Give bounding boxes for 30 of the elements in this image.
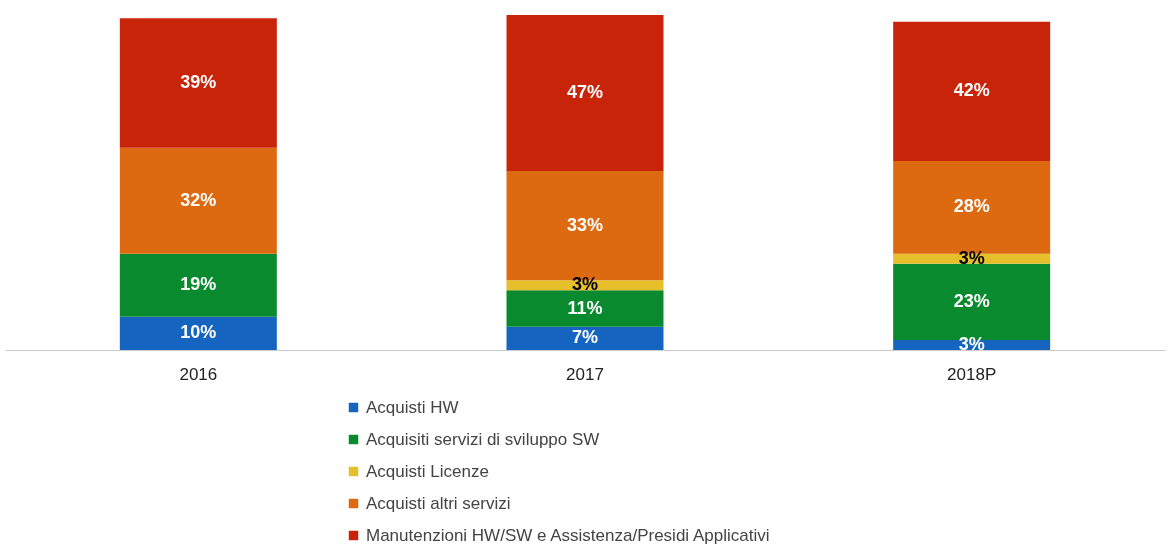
data-label: 23% <box>953 290 990 311</box>
data-label: 11% <box>567 297 603 318</box>
bar <box>119 316 277 350</box>
legend-label: Manutenzioni HW/SW e Assistenza/Presidi Applicativi <box>366 525 770 545</box>
x-tick-label: 2016 <box>179 364 218 384</box>
bar <box>506 290 664 327</box>
data-label: 3% <box>958 334 985 355</box>
bar <box>119 18 277 148</box>
legend-label: Acquisti altri servizi <box>366 493 511 513</box>
bar <box>119 253 277 317</box>
data-label: 3% <box>958 247 985 268</box>
bar <box>119 147 277 254</box>
data-label: 32% <box>180 189 217 210</box>
data-label: 33% <box>566 214 604 235</box>
data-label: 42% <box>953 80 990 101</box>
x-tick-label: 2018P <box>947 364 997 384</box>
data-label: 10% <box>180 322 217 343</box>
legend-label: Acquisiti servizi di sviluppo SW <box>366 429 600 449</box>
data-label: 39% <box>180 72 217 92</box>
bar <box>506 15 664 171</box>
data-label: 7% <box>571 327 599 348</box>
bar <box>893 21 1051 161</box>
legend-label: Acquisti Licenze <box>366 461 489 481</box>
data-label: 28% <box>953 196 990 217</box>
legend-label: Acquisti HW <box>366 397 459 417</box>
data-label: 3% <box>571 274 599 295</box>
bar <box>506 326 664 350</box>
data-label: 47% <box>566 81 604 102</box>
data-label: 19% <box>180 274 217 295</box>
x-tick-label: 2017 <box>566 364 604 384</box>
